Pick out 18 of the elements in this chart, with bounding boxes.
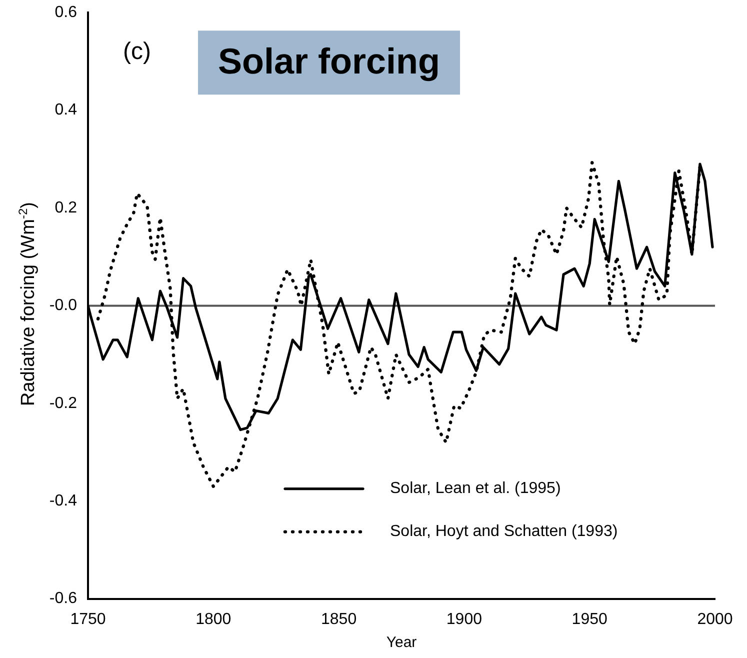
legend-label: Solar, Hoyt and Schatten (1993) (390, 523, 618, 540)
legend-label: Solar, Lean et al. (1995) (390, 480, 561, 498)
y-tick-label: -0.0 (49, 297, 78, 314)
x-axis-title: Year (386, 634, 417, 652)
annotation: Solar forcing (218, 40, 440, 82)
y-tick-label: 0.6 (54, 4, 78, 22)
x-tick-label: 1900 (446, 610, 482, 628)
y-tick-label: -0.6 (49, 590, 78, 608)
x-tick-label: 1800 (196, 610, 232, 628)
x-tick-label: 1750 (70, 610, 106, 628)
annotation: (c) (123, 38, 151, 66)
x-tick-label: 1850 (321, 610, 357, 628)
y-tick-label: 0.2 (54, 199, 78, 216)
y-tick-label: 0.4 (54, 102, 78, 119)
x-tick-label: 2000 (697, 610, 733, 628)
y-tick-label: -0.4 (49, 492, 78, 510)
y-tick-label: -0.2 (49, 394, 78, 412)
x-tick-label: 1950 (572, 610, 608, 628)
